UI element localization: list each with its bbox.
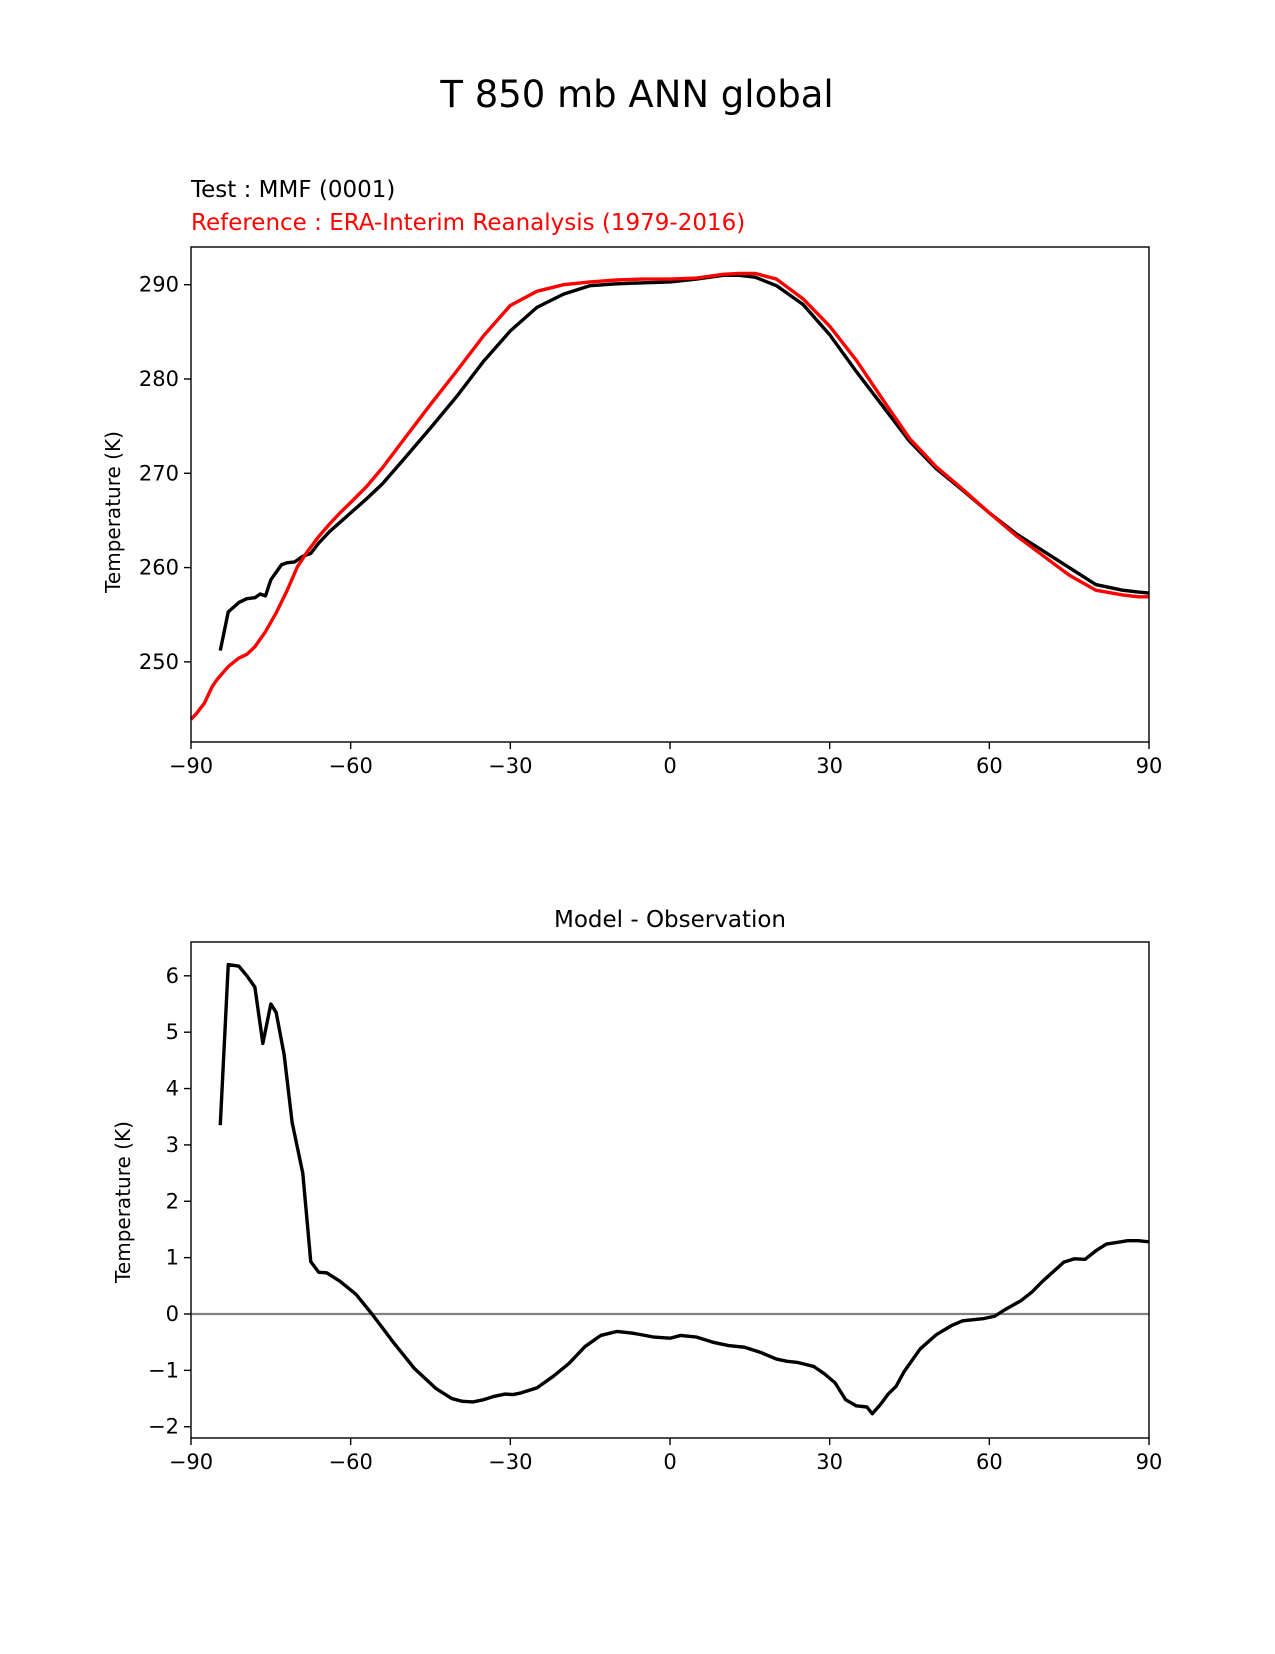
top-x-tick-label: −30: [488, 754, 532, 778]
bottom-y-tick-label: 0: [166, 1302, 179, 1326]
bottom-y-tick-label: 4: [166, 1077, 179, 1101]
bottom-y-tick-label: −2: [148, 1415, 179, 1439]
top-x-tick-label: −90: [169, 754, 213, 778]
bottom-x-tick-label: −60: [329, 1450, 373, 1474]
top-plot-area: −90 −60 −30 0 30 60 90 250 260 270 280 290: [139, 271, 1163, 778]
bottom-x-tick-label: −90: [169, 1450, 213, 1474]
bottom-series-line-difference: [218, 962, 1149, 1416]
bottom-y-tick-label: 5: [166, 1020, 179, 1044]
bottom-y-tick-label: 6: [166, 964, 179, 988]
bottom-plot-frame: [190, 941, 1150, 1439]
top-y-tick-label: 280: [139, 367, 179, 391]
figure-title: T 850 mb ANN global: [439, 73, 833, 116]
test-label: Test : MMF (0001): [190, 177, 395, 203]
bottom-y-tick-label: 1: [166, 1246, 179, 1270]
top-y-tick-label: 260: [139, 556, 179, 580]
top-x-tick-label: 90: [1136, 754, 1163, 778]
bottom-x-tick-label: 30: [816, 1450, 843, 1474]
bottom-x-tick-label: −30: [488, 1450, 532, 1474]
top-y-axis-label: Temperature (K): [101, 431, 125, 594]
bottom-plot-area: −90 −60 −30 0 30 60 90 −2 −1 0 1 2 3 4 5 6: [148, 962, 1163, 1474]
top-series-line-reference: [191, 271, 1149, 721]
top-x-tick-label: 60: [976, 754, 1003, 778]
top-x-tick-label: 30: [816, 754, 843, 778]
bottom-y-axis-label: Temperature (K): [111, 1121, 135, 1284]
bottom-x-tick-label: 0: [663, 1450, 676, 1474]
reference-label: Reference : ERA-Interim Reanalysis (1979…: [191, 210, 745, 236]
top-x-tick-label: −60: [329, 754, 373, 778]
top-x-tick-label: 0: [663, 754, 676, 778]
top-plot-frame: [190, 246, 1150, 743]
top-panel: Test : MMF (0001) Reference : ERA-Interi…: [101, 177, 1162, 778]
top-y-tick-label: 270: [139, 461, 179, 485]
difference-title: Model - Observation: [554, 907, 786, 933]
bottom-y-tick-label: 3: [166, 1133, 179, 1157]
top-y-tick-label: 290: [139, 273, 179, 297]
bottom-panel: Model - Observation Temperature (K) −90−…: [111, 907, 1162, 1474]
bottom-x-tick-label: 60: [976, 1450, 1003, 1474]
bottom-y-tick-label: 2: [166, 1189, 179, 1213]
bottom-x-tick-label: 90: [1136, 1450, 1163, 1474]
bottom-y-tick-label: −1: [148, 1358, 179, 1382]
top-y-tick-label: 250: [139, 650, 179, 674]
